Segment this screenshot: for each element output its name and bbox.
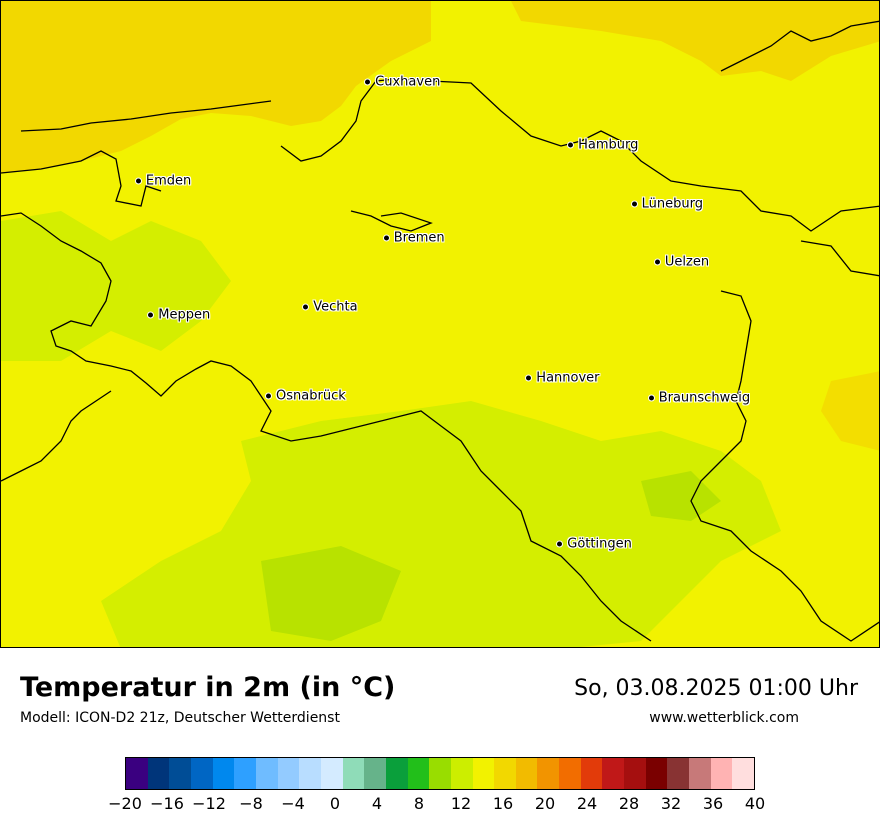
city-marker: Bremen [382,230,445,246]
model-source: Modell: ICON-D2 21z, Deutscher Wetterdie… [20,710,340,726]
legend-swatch [126,758,148,789]
legend-swatch [710,758,733,789]
legend-tick-label: 4 [371,794,383,813]
city-name: Hannover [536,370,600,386]
city-name: Cuxhaven [375,74,441,90]
legend-swatch [515,758,538,789]
legend-tick-label: 20 [534,794,556,813]
city-dot-icon [382,234,390,242]
city-name: Braunschweig [658,390,751,406]
legend-swatch [450,758,473,789]
legend-swatch [667,758,690,789]
baltic-zone [511,1,879,81]
city-marker: Hannover [525,370,600,386]
legend-swatch [602,758,625,789]
legend-swatch [472,758,495,789]
legend-swatch [255,758,278,789]
legend-swatch [342,758,365,789]
legend-swatch [169,758,191,789]
legend-tick-label: 16 [492,794,514,813]
website-link[interactable]: www.wetterblick.com [649,710,799,726]
coolest-zone-2 [641,471,721,521]
legend-swatch [212,758,235,789]
legend-swatch [190,758,213,789]
city-marker: Hamburg [567,138,638,153]
city-marker: Cuxhaven [364,75,440,90]
legend-swatch [645,758,668,789]
city-dot-icon [134,177,142,185]
city-name: Göttingen [567,536,632,552]
legend-swatch [624,758,646,789]
city-marker: Göttingen [556,537,632,552]
city-dot-icon [653,258,661,266]
legend-swatch [559,758,581,789]
sea-zone [1,1,431,173]
city-dot-icon [364,78,372,86]
city-marker: Osnabrück [265,389,346,404]
temperature-map: Cuxhaven Hamburg Emden Lüneburg Bremen Uelzen… [0,0,880,648]
legend-swatch [732,758,755,789]
city-marker: Emden [134,173,192,189]
city-dot-icon [525,374,533,382]
legend-tick-label: 28 [618,794,640,813]
legend-tick-label: 12 [450,794,472,813]
city-dot-icon [265,392,273,400]
city-name: Meppen [158,307,211,323]
legend-swatch [277,758,300,789]
legend-tick-label: −4 [281,794,305,813]
legend-swatch [299,758,321,789]
city-name: Uelzen [664,254,710,270]
city-marker: Lüneburg [630,196,704,212]
legend-swatch [494,758,516,789]
city-name: Emden [145,173,192,189]
legend-swatch [147,758,170,789]
legend-tick-label: 40 [744,794,766,813]
city-marker: Vechta [302,299,358,315]
map-canvas [1,1,879,647]
map-title: Temperatur in 2m (in °C) [20,672,396,703]
legend-swatch [234,758,256,789]
legend-tick-label: 36 [702,794,724,813]
valid-datetime: So, 03.08.2025 01:00 Uhr [574,676,858,701]
legend-swatch [689,758,711,789]
legend-swatch [320,758,343,789]
legend-swatch [429,758,451,789]
legend-tick-label: 24 [576,794,598,813]
city-dot-icon [556,540,564,548]
coolest-zone-1 [261,546,401,641]
legend-swatch [385,758,408,789]
cool-zone-west [1,211,231,361]
warm-east-zone [821,371,879,451]
city-dot-icon [630,200,638,208]
city-name: Vechta [313,299,358,315]
legend-tick-label: −20 [108,794,142,813]
legend-tick-label: 32 [660,794,682,813]
legend-tick-label: 0 [329,794,341,813]
legend-swatch [537,758,560,789]
legend-swatch [364,758,386,789]
legend-tick-label: −8 [239,794,263,813]
city-marker: Braunschweig [647,390,751,406]
legend-tick-label: −12 [192,794,226,813]
legend-swatch [580,758,603,789]
legend-ticks: −20 −16 −12 −8 −4 0 4 8 12 16 20 24 28 32 36 40 [108,794,765,814]
city-marker: Meppen [147,308,210,323]
city-name: Lüneburg [641,196,704,212]
coastlines [1,20,879,642]
city-name: Hamburg [578,137,639,153]
legend-swatch [407,758,430,789]
legend-tick-label: −16 [150,794,184,813]
city-name: Bremen [393,230,445,246]
city-dot-icon [567,141,575,149]
city-marker: Uelzen [653,254,710,270]
city-dot-icon [647,394,655,402]
city-dot-icon [302,303,310,311]
legend-tick-label: 8 [413,794,425,813]
color-legend [125,757,755,790]
city-dot-icon [147,311,155,319]
city-name: Osnabrück [276,388,346,404]
